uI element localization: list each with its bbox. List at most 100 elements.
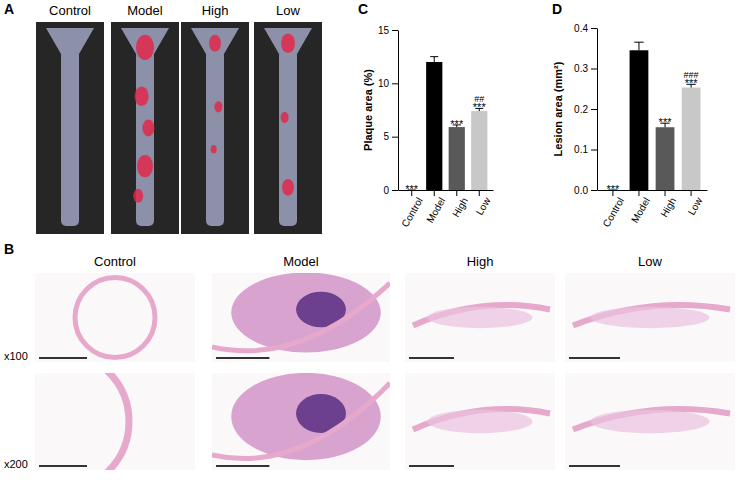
y-tick: 0 bbox=[383, 185, 398, 196]
scale-bar bbox=[39, 465, 87, 467]
lipid-stain bbox=[137, 155, 153, 177]
x-tick: Model bbox=[424, 190, 447, 225]
y-tick-mark bbox=[591, 69, 597, 70]
lipid-stain bbox=[211, 145, 217, 153]
x-tick-label: Low bbox=[686, 195, 705, 217]
y-tick: 0.3 bbox=[574, 63, 597, 74]
lipid-stain bbox=[136, 35, 154, 60]
y-tick-mark bbox=[591, 150, 597, 151]
y-tick-mark bbox=[392, 83, 398, 84]
significance: *** bbox=[450, 118, 464, 130]
tissue bbox=[591, 307, 710, 328]
tissue bbox=[428, 307, 533, 328]
significance: ### bbox=[684, 70, 699, 80]
significance: ## bbox=[474, 94, 484, 104]
group-label: Control bbox=[94, 254, 136, 269]
histology-image bbox=[212, 273, 390, 362]
error-cap bbox=[430, 56, 438, 57]
image-background bbox=[212, 373, 390, 470]
aorta bbox=[206, 50, 224, 226]
chart: 051015ControlModelHighLow*********## bbox=[378, 25, 494, 229]
histology-image bbox=[35, 373, 195, 470]
y-tick-mark bbox=[392, 190, 398, 191]
error-bar bbox=[634, 42, 643, 50]
plot-area bbox=[408, 57, 488, 190]
panel-label: B bbox=[4, 241, 14, 257]
error-line bbox=[434, 57, 435, 62]
vessel-wall bbox=[35, 373, 129, 470]
histology-image bbox=[405, 373, 555, 470]
y-tick-label: 15 bbox=[378, 25, 390, 36]
bar bbox=[471, 111, 487, 190]
lipid-stain bbox=[133, 189, 143, 203]
scale-bar bbox=[569, 465, 620, 467]
vessel-wall bbox=[75, 278, 155, 358]
y-axis-title: Plaque area (%) bbox=[362, 69, 374, 151]
y-tick-label: 10 bbox=[378, 78, 390, 89]
y-tick-mark bbox=[591, 190, 597, 191]
panel-label: A bbox=[4, 1, 14, 17]
scale-bar bbox=[409, 465, 454, 467]
y-tick-mark bbox=[591, 28, 597, 29]
bar bbox=[656, 127, 675, 190]
tissue bbox=[591, 410, 710, 433]
y-tick: 5 bbox=[383, 131, 398, 142]
photo-background bbox=[36, 22, 104, 234]
x-tick: Model bbox=[629, 190, 652, 225]
magnification-label: x100 bbox=[4, 350, 28, 362]
panel-label: C bbox=[358, 1, 368, 17]
tissue bbox=[428, 410, 533, 433]
figure: AControlModelHighLowBControlModelHighLow… bbox=[0, 0, 752, 482]
image-background bbox=[212, 273, 390, 362]
y-tick-label: 0.1 bbox=[574, 144, 588, 155]
group-label: Model bbox=[127, 3, 163, 18]
aorta bbox=[61, 50, 79, 226]
y-tick-label: 5 bbox=[383, 131, 389, 142]
magnification-label: x200 bbox=[4, 458, 28, 470]
image-background bbox=[565, 273, 735, 362]
y-tick: 0.4 bbox=[574, 23, 597, 34]
y-tick: 0.2 bbox=[574, 104, 597, 115]
photo-background bbox=[181, 22, 249, 234]
error-line bbox=[638, 42, 639, 50]
x-tick-mark bbox=[434, 190, 435, 196]
aorta-arch bbox=[191, 28, 239, 54]
x-axis: ControlModel High Low bbox=[598, 190, 708, 229]
bar bbox=[449, 127, 465, 190]
x-tick-mark bbox=[691, 190, 692, 196]
x-tick-mark bbox=[456, 190, 457, 196]
histology-image bbox=[565, 273, 735, 362]
error-bar bbox=[430, 57, 438, 62]
y-axis-title: Lesion area (mm²) bbox=[552, 61, 564, 156]
image-background bbox=[35, 273, 195, 362]
x-tick-label: Control bbox=[600, 196, 626, 229]
y-tick-mark bbox=[392, 30, 398, 31]
y-axis: 0 5 10 15 bbox=[378, 25, 399, 196]
y-tick-label: 0.0 bbox=[574, 185, 588, 196]
x-tick-label: Model bbox=[424, 196, 447, 225]
y-tick-label: 0.3 bbox=[574, 63, 588, 74]
histology-image bbox=[565, 373, 735, 470]
x-tick-label: High bbox=[658, 196, 678, 219]
lipid-stain bbox=[214, 101, 222, 112]
x-tick: Low bbox=[474, 190, 493, 217]
x-tick: High bbox=[450, 190, 470, 219]
x-tick: Control bbox=[600, 190, 626, 229]
image-background bbox=[35, 373, 195, 470]
y-axis-line bbox=[398, 31, 399, 191]
scale-bar bbox=[216, 357, 269, 359]
histology-image bbox=[405, 273, 555, 362]
lipid-stain bbox=[281, 33, 295, 53]
x-tick-label: High bbox=[450, 196, 470, 219]
aorta-arch bbox=[264, 28, 312, 54]
image-background bbox=[405, 273, 555, 362]
y-tick: 0.1 bbox=[574, 144, 597, 155]
significance: *** bbox=[405, 183, 419, 195]
x-axis: ControlModelHighLow bbox=[399, 190, 494, 229]
scale-bar bbox=[216, 465, 269, 467]
x-tick-mark bbox=[638, 190, 639, 196]
vessel-wall bbox=[212, 383, 390, 459]
aorta bbox=[279, 50, 297, 226]
group-label: Model bbox=[283, 254, 319, 269]
plot-area bbox=[608, 42, 700, 190]
